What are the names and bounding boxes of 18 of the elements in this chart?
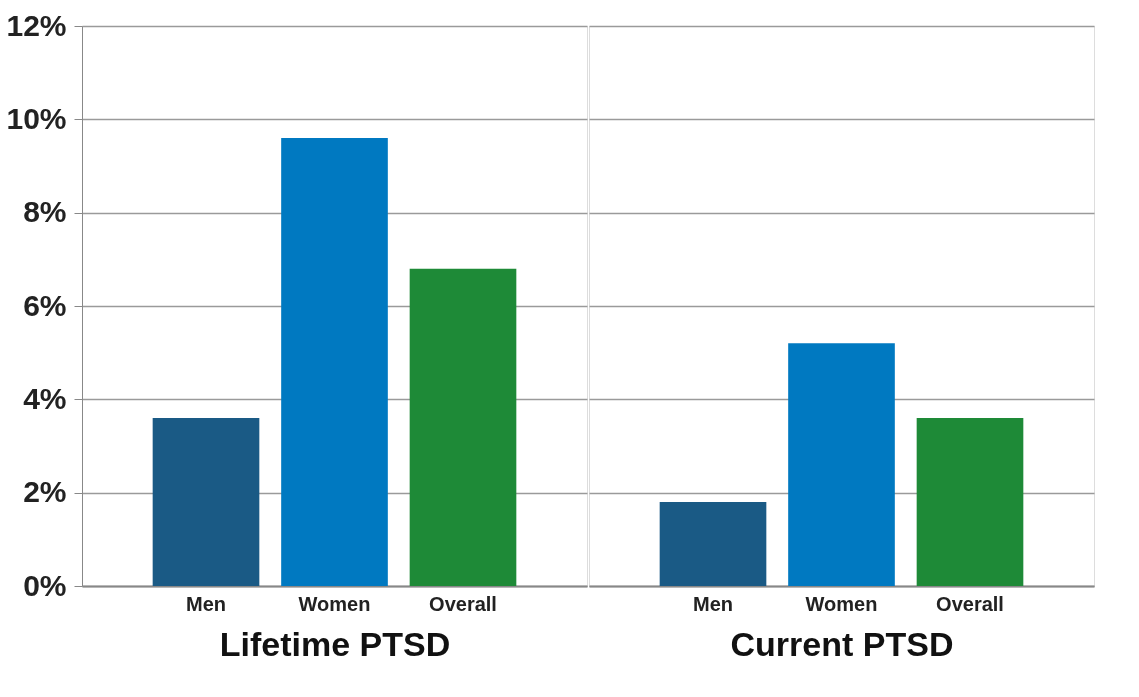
x-tick-label: Men [186,592,226,615]
y-tick-label: 0% [23,568,67,602]
x-tick-label: Women [805,592,878,615]
y-tick-label: 8% [23,195,67,229]
y-tick-label: 2% [23,475,67,509]
bar [409,268,517,586]
x-axis-title: Lifetime PTSD [219,624,451,663]
y-tick-label: 6% [23,288,67,322]
x-tick-label: Men [693,592,733,615]
x-tick-label: Women [298,592,371,615]
x-tick-label: Overall [936,592,1004,615]
y-tick-label: 10% [6,101,67,135]
bar [281,138,388,586]
x-axis-title: Current PTSD [730,624,954,663]
x-tick-label: Overall [429,592,497,615]
y-tick-label: 4% [23,381,67,415]
y-tick-label: 12% [6,8,67,42]
bar [152,418,260,586]
